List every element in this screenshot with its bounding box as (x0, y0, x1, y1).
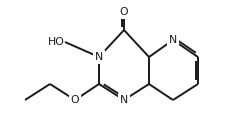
Text: O: O (120, 7, 128, 17)
Text: N: N (120, 95, 128, 105)
Text: N: N (95, 52, 103, 62)
Text: HO: HO (48, 37, 64, 47)
Text: N: N (169, 35, 177, 45)
Text: O: O (71, 95, 79, 105)
